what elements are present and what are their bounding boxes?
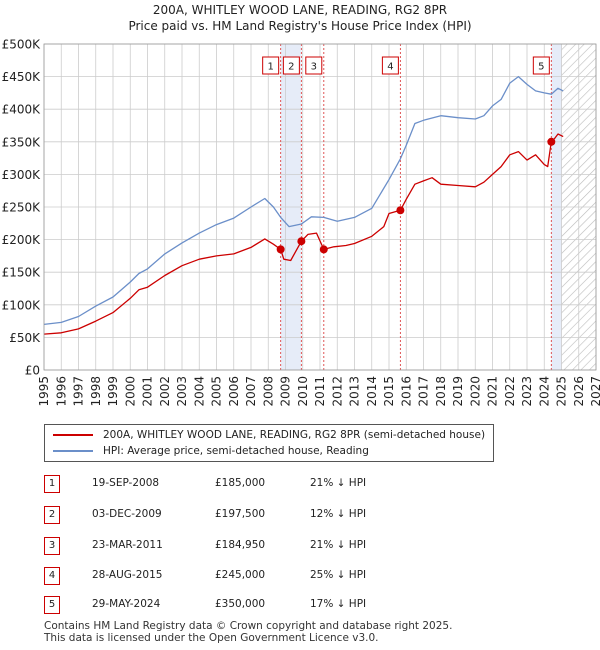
transaction-hpi-diff: 17% ↓ HPI bbox=[310, 598, 367, 610]
x-tick-label: 1997 bbox=[72, 376, 86, 407]
legend-item-hpi: HPI: Average price, semi-detached house,… bbox=[53, 443, 369, 459]
transaction-number: 2 bbox=[44, 506, 60, 524]
legend-label-hpi: HPI: Average price, semi-detached house,… bbox=[103, 445, 369, 457]
transaction-price: £350,000 bbox=[215, 598, 266, 610]
transaction-row: 5 29-MAY-2024 £350,000 17% ↓ HPI bbox=[44, 596, 474, 616]
legend-item-property: 200A, WHITLEY WOOD LANE, READING, RG2 8P… bbox=[53, 427, 485, 443]
x-tick-label: 2012 bbox=[330, 376, 344, 407]
transaction-price: £197,500 bbox=[215, 508, 266, 520]
hpi-line bbox=[43, 75, 564, 326]
property-price-line bbox=[43, 133, 564, 335]
legend-label-property: 200A, WHITLEY WOOD LANE, READING, RG2 8P… bbox=[103, 429, 486, 441]
y-tick-label: £0 bbox=[25, 364, 40, 378]
transaction-date: 23-MAR-2011 bbox=[92, 539, 163, 551]
x-tick-label: 2004 bbox=[192, 376, 206, 407]
sale-point bbox=[547, 137, 556, 146]
price-chart: 1 2 3 4 5 £0 £50K £100K £150K £200K £250K £300K £350… bbox=[2, 38, 600, 407]
x-tick-label: 2006 bbox=[227, 376, 241, 407]
x-tick-label: 2011 bbox=[313, 376, 327, 407]
transaction-row: 1 19-SEP-2008 £185,000 21% ↓ HPI bbox=[44, 475, 474, 495]
y-tick-label: £450K bbox=[2, 70, 42, 84]
sale-point bbox=[297, 237, 306, 246]
sale-label-box bbox=[532, 56, 550, 75]
x-tick-label: 2005 bbox=[210, 376, 224, 407]
transaction-number: 3 bbox=[44, 537, 60, 555]
x-tick-label: 2025 bbox=[555, 376, 569, 407]
sale-point bbox=[396, 206, 405, 215]
x-tick-label: 2017 bbox=[417, 376, 431, 407]
transaction-number: 4 bbox=[44, 567, 60, 585]
transaction-date: 19-SEP-2008 bbox=[92, 477, 160, 489]
x-tick-label: 1996 bbox=[54, 376, 68, 407]
x-tick-label: 2019 bbox=[451, 376, 465, 407]
x-tick-label: 2002 bbox=[158, 376, 172, 407]
x-tick-label: 1998 bbox=[89, 376, 103, 407]
transaction-price: £184,950 bbox=[215, 539, 266, 551]
x-tick-label: 1995 bbox=[37, 376, 51, 407]
sale-label-box bbox=[305, 56, 323, 75]
sale-label-text: 2 bbox=[288, 62, 294, 73]
transaction-hpi-diff: 21% ↓ HPI bbox=[310, 539, 367, 551]
transaction-number: 1 bbox=[44, 475, 60, 493]
x-tick-label: 2000 bbox=[123, 376, 137, 407]
x-tick-label: 2023 bbox=[520, 376, 534, 407]
transaction-number: 5 bbox=[44, 596, 60, 614]
y-tick-label: £250K bbox=[2, 201, 42, 215]
x-tick-label: 2018 bbox=[434, 376, 448, 407]
sale-label-text: 4 bbox=[387, 62, 393, 73]
sale-label-box bbox=[381, 56, 399, 75]
y-tick-label: £500K bbox=[2, 38, 42, 52]
x-tick-label: 2024 bbox=[537, 376, 551, 407]
transaction-hpi-diff: 25% ↓ HPI bbox=[310, 569, 367, 581]
x-tick-label: 2014 bbox=[365, 376, 379, 407]
footer-licence: This data is licensed under the Open Gov… bbox=[44, 632, 379, 644]
transaction-row: 2 03-DEC-2009 £197,500 12% ↓ HPI bbox=[44, 506, 474, 526]
transaction-price: £245,000 bbox=[215, 569, 266, 581]
transaction-date: 03-DEC-2009 bbox=[92, 508, 162, 520]
y-tick-label: £200K bbox=[2, 233, 42, 247]
transaction-date: 28-AUG-2015 bbox=[92, 569, 163, 581]
legend-swatch-property bbox=[53, 434, 93, 436]
x-tick-label: 2003 bbox=[175, 376, 189, 407]
x-tick-label: 2010 bbox=[296, 376, 310, 407]
x-tick-label: 2021 bbox=[486, 376, 500, 407]
sale-point bbox=[276, 245, 285, 254]
plot-border bbox=[43, 43, 597, 371]
x-tick-label: 2016 bbox=[399, 376, 413, 407]
transaction-price: £185,000 bbox=[215, 477, 266, 489]
x-tick-label: 2013 bbox=[348, 376, 362, 407]
transaction-hpi-diff: 12% ↓ HPI bbox=[310, 508, 367, 520]
legend-swatch-hpi bbox=[53, 450, 93, 452]
sale-label-box bbox=[262, 56, 280, 75]
y-tick-label: £300K bbox=[2, 168, 42, 182]
sale-label-text: 5 bbox=[538, 62, 544, 73]
chart-subtitle: Price paid vs. HM Land Registry's House … bbox=[128, 19, 472, 33]
x-tick-label: 2020 bbox=[468, 376, 482, 407]
x-tick-label: 2001 bbox=[141, 376, 155, 407]
x-tick-label: 2022 bbox=[503, 376, 517, 407]
y-tick-label: £50K bbox=[9, 331, 41, 345]
y-tick-label: £100K bbox=[2, 298, 42, 312]
x-tick-label: 1999 bbox=[106, 376, 120, 407]
footer-copyright: Contains HM Land Registry data © Crown c… bbox=[44, 620, 453, 632]
sale-label-text: 3 bbox=[311, 62, 317, 73]
transaction-row: 3 23-MAR-2011 £184,950 21% ↓ HPI bbox=[44, 537, 474, 557]
y-tick-label: £150K bbox=[2, 266, 42, 280]
sale-label-text: 1 bbox=[267, 62, 273, 73]
x-tick-label: 2007 bbox=[244, 376, 258, 407]
chart-title: 200A, WHITLEY WOOD LANE, READING, RG2 8P… bbox=[152, 3, 448, 17]
y-tick-label: £350K bbox=[2, 135, 42, 149]
transaction-row: 4 28-AUG-2015 £245,000 25% ↓ HPI bbox=[44, 567, 474, 587]
transaction-date: 29-MAY-2024 bbox=[92, 598, 161, 610]
x-tick-label: 2008 bbox=[261, 376, 275, 407]
sale-point bbox=[319, 245, 328, 254]
x-tick-label: 2015 bbox=[382, 376, 396, 407]
x-tick-label: 2027 bbox=[589, 376, 600, 407]
x-tick-label: 2026 bbox=[572, 376, 586, 407]
chart-legend: 200A, WHITLEY WOOD LANE, READING, RG2 8P… bbox=[44, 424, 494, 462]
transaction-hpi-diff: 21% ↓ HPI bbox=[310, 477, 367, 489]
x-tick-label: 2009 bbox=[279, 376, 293, 407]
sale-label-box bbox=[282, 56, 300, 75]
y-tick-label: £400K bbox=[2, 103, 42, 117]
